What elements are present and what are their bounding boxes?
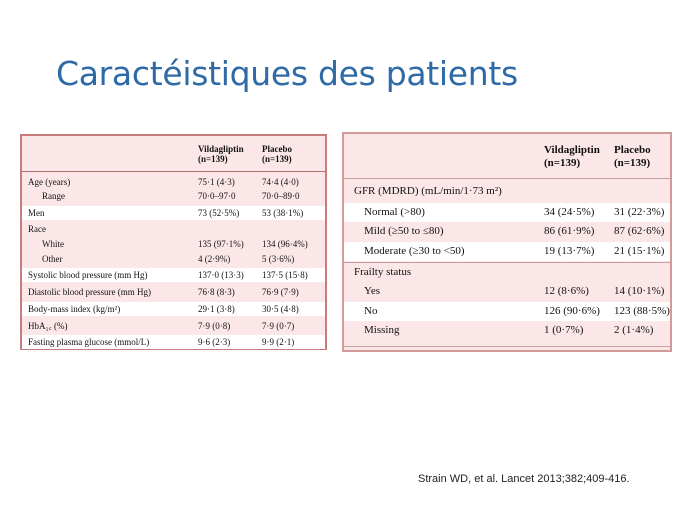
column-name: Vildagliptin	[198, 144, 244, 154]
row-label: Range	[42, 191, 65, 201]
vildagliptin-value: 75·1 (4·3)	[198, 177, 235, 187]
vildagliptin-value: 73 (52·5%)	[198, 208, 240, 218]
placebo-value: 123 (88·5%)	[614, 305, 670, 317]
vildagliptin-value: 137·0 (13·3)	[198, 270, 244, 280]
row-label: Body-mass index (kg/m²)	[28, 304, 121, 314]
table-row: Other 4 (2·9%) 5 (3·6%)	[22, 252, 325, 266]
vildagliptin-value: 86 (61·9%)	[544, 225, 595, 237]
vildagliptin-value: 19 (13·7%)	[544, 245, 595, 257]
table-row: Systolic blood pressure (mm Hg) 137·0 (1…	[22, 268, 325, 282]
table-header: Vildagliptin (n=139) Placebo (n=139)	[22, 136, 325, 172]
column-n: (n=139)	[614, 156, 651, 169]
table-row: White 135 (97·1%) 134 (96·4%)	[22, 237, 325, 251]
table-row: Frailty status	[344, 263, 670, 282]
baseline-table-left: Vildagliptin (n=139) Placebo (n=139) Age…	[20, 134, 327, 350]
table-row: Yes 12 (8·6%) 14 (10·1%)	[344, 282, 670, 301]
table-row: Diastolic blood pressure (mm Hg) 76·8 (8…	[22, 285, 325, 299]
vildagliptin-value: 70·0–97·0	[198, 191, 236, 201]
column-header-placebo: Placebo (n=139)	[262, 144, 292, 165]
placebo-value: 14 (10·1%)	[614, 285, 665, 297]
row-divider	[344, 262, 670, 263]
vildagliptin-value: 1 (0·7%)	[544, 324, 584, 336]
table-row: GFR (MDRD) (mL/min/1·73 m²)	[344, 182, 670, 201]
row-label: Yes	[364, 285, 381, 297]
placebo-value: 134 (96·4%)	[262, 239, 308, 249]
row-label: Mild (≥50 to ≤80)	[364, 225, 444, 237]
table-row: Range 70·0–97·0 70·0–89·0	[22, 189, 325, 203]
table-row: Missing 1 (0·7%) 2 (1·4%)	[344, 321, 670, 340]
placebo-value: 87 (62·6%)	[614, 225, 665, 237]
placebo-value: 9·9 (2·1)	[262, 337, 295, 347]
vildagliptin-value: 34 (24·5%)	[544, 206, 595, 218]
table-row: Race	[22, 222, 325, 236]
table-row: Body-mass index (kg/m²) 29·1 (3·8) 30·5 …	[22, 302, 325, 316]
vildagliptin-value: 12 (8·6%)	[544, 285, 589, 297]
vildagliptin-value: 126 (90·6%)	[544, 305, 600, 317]
row-label: Moderate (≥30 to <50)	[364, 245, 465, 257]
vildagliptin-value: 7·9 (0·8)	[198, 321, 231, 331]
table-row: Mild (≥50 to ≤80) 86 (61·9%) 87 (62·6%)	[344, 222, 670, 241]
placebo-value: 7·9 (0·7)	[262, 321, 295, 331]
placebo-value: 5 (3·6%)	[262, 254, 295, 264]
row-label: Frailty status	[354, 266, 412, 278]
placebo-value: 53 (38·1%)	[262, 208, 304, 218]
table-bottom-rule	[344, 346, 670, 347]
vildagliptin-value: 29·1 (3·8)	[198, 304, 235, 314]
column-header-vildagliptin: Vildagliptin (n=139)	[198, 144, 244, 165]
row-label: Men	[28, 208, 45, 218]
vildagliptin-value: 9·6 (2·3)	[198, 337, 231, 347]
table-row: Normal (>80) 34 (24·5%) 31 (22·3%)	[344, 203, 670, 222]
row-label: White	[42, 239, 64, 249]
table-row: Men 73 (52·5%) 53 (38·1%)	[22, 206, 325, 220]
row-label: Age (years)	[28, 177, 71, 187]
column-header-placebo: Placebo (n=139)	[614, 144, 651, 169]
row-label: Fasting plasma glucose (mmol/L)	[28, 337, 150, 347]
placebo-value: 70·0–89·0	[262, 191, 300, 201]
table-row: No 126 (90·6%) 123 (88·5%)	[344, 302, 670, 321]
placebo-value: 137·5 (15·8)	[262, 270, 308, 280]
column-n: (n=139)	[544, 156, 581, 169]
column-name: Placebo	[262, 144, 292, 154]
table-row: Age (years) 75·1 (4·3) 74·4 (4·0)	[22, 175, 325, 189]
placebo-value: 2 (1·4%)	[614, 324, 654, 336]
table-row: HbA₁꜀ (%) 7·9 (0·8) 7·9 (0·7)	[22, 319, 325, 333]
table-row: Fasting plasma glucose (mmol/L) 9·6 (2·3…	[22, 335, 325, 349]
vildagliptin-value: 135 (97·1%)	[198, 239, 244, 249]
placebo-value: 74·4 (4·0)	[262, 177, 299, 187]
placebo-value: 30·5 (4·8)	[262, 304, 299, 314]
table-header: Vildagliptin (n=139) Placebo (n=139)	[344, 134, 670, 183]
row-label: HbA₁꜀ (%)	[28, 321, 68, 331]
citation: Strain WD, et al. Lancet 2013;382;409-41…	[418, 473, 630, 485]
header-divider	[344, 178, 670, 179]
placebo-value: 31 (22·3%)	[614, 206, 665, 218]
slide-title: Caractéistiques des patients	[56, 54, 518, 93]
row-label: GFR (MDRD) (mL/min/1·73 m²)	[354, 185, 502, 197]
row-label: Other	[42, 254, 63, 264]
row-label: Race	[28, 224, 46, 234]
column-name: Vildagliptin	[544, 144, 600, 156]
column-name: Placebo	[614, 144, 651, 156]
column-n: (n=139)	[262, 154, 292, 165]
column-n: (n=139)	[198, 154, 228, 165]
row-label: Systolic blood pressure (mm Hg)	[28, 270, 148, 280]
baseline-table-right: Vildagliptin (n=139) Placebo (n=139) GFR…	[342, 132, 672, 352]
vildagliptin-value: 76·8 (8·3)	[198, 287, 235, 297]
row-label: No	[364, 305, 378, 317]
placebo-value: 21 (15·1%)	[614, 245, 665, 257]
vildagliptin-value: 4 (2·9%)	[198, 254, 231, 264]
row-label: Missing	[364, 324, 400, 336]
row-label: Diastolic blood pressure (mm Hg)	[28, 287, 151, 297]
placebo-value: 76·9 (7·9)	[262, 287, 299, 297]
column-header-vildagliptin: Vildagliptin (n=139)	[544, 144, 600, 169]
row-label: Normal (>80)	[364, 206, 425, 218]
table-row: Moderate (≥30 to <50) 19 (13·7%) 21 (15·…	[344, 242, 670, 261]
